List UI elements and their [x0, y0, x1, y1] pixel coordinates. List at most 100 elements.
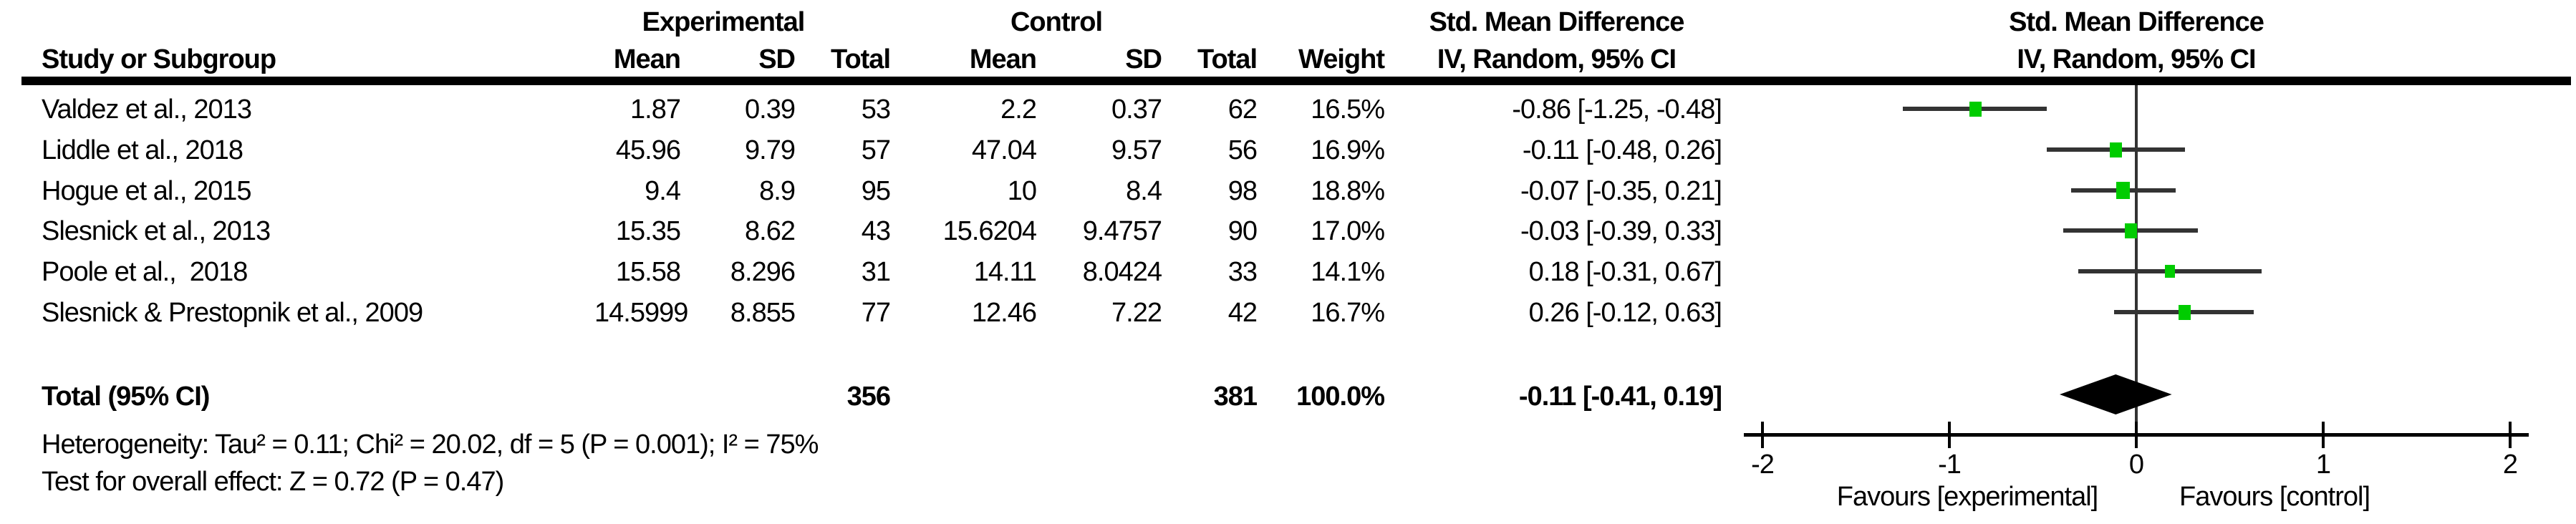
study-row: Liddle et al., 2018 45.96 9.79 57 47.04 … — [0, 135, 1726, 166]
ctl-mean: 2.2 — [1000, 94, 1037, 125]
header-exp-sd: SD — [758, 44, 796, 74]
ctl-sd: 0.37 — [1111, 94, 1162, 125]
study-point-estimate-marker — [2124, 223, 2137, 238]
header-row-columns: Study or Subgroup Mean SD Total Mean SD … — [0, 44, 2257, 75]
header-row-groups: Experimental Control Std. Mean Differenc… — [0, 6, 2264, 38]
study-name: Valdez et al., 2013 — [42, 94, 252, 125]
ctl-mean: 47.04 — [971, 135, 1037, 165]
exp-mean: 15.58 — [615, 257, 681, 287]
weight: 16.9% — [1311, 135, 1385, 165]
study-name: Liddle et al., 2018 — [42, 135, 243, 165]
ctl-mean: 10 — [1007, 176, 1037, 206]
total-ci-text: -0.11 [-0.41, 0.19] — [1518, 382, 1722, 412]
x-axis-tick — [2135, 422, 2138, 448]
study-point-estimate-marker — [1969, 101, 1982, 117]
header-study-or-subgroup: Study or Subgroup — [42, 44, 276, 74]
x-axis-tick-label: -1 — [1938, 450, 1962, 480]
x-axis-tick — [1948, 422, 1951, 448]
exp-sd: 0.39 — [745, 94, 796, 125]
study-name: Poole et al., 2018 — [42, 257, 248, 287]
study-row: Poole et al., 2018 15.58 8.296 31 14.11 … — [0, 256, 1726, 288]
exp-mean: 45.96 — [615, 135, 681, 165]
ctl-total: 90 — [1227, 216, 1258, 246]
exp-sd: 8.855 — [730, 298, 796, 328]
ci-text: -0.11 [-0.48, 0.26] — [1522, 135, 1722, 165]
x-axis-tick-label: 0 — [2128, 450, 2144, 480]
header-method: IV, Random, 95% CI — [1437, 44, 1677, 74]
ctl-mean: 12.46 — [971, 298, 1037, 328]
exp-sd: 8.9 — [759, 176, 796, 206]
ctl-sd: 8.0424 — [1082, 257, 1162, 287]
exp-sd: 8.62 — [745, 216, 796, 246]
weight: 16.5% — [1311, 94, 1385, 125]
ci-text: -0.07 [-0.35, 0.21] — [1520, 176, 1722, 206]
header-control: Control — [1010, 7, 1103, 37]
weight: 16.7% — [1311, 298, 1385, 328]
study-name: Hogue et al., 2015 — [42, 176, 252, 206]
study-row: Slesnick & Prestopnik et al., 2009 14.59… — [0, 297, 1726, 329]
header-effect-measure: Std. Mean Difference — [1429, 7, 1685, 37]
ctl-total: 56 — [1227, 135, 1258, 165]
x-axis-tick-label: -2 — [1751, 450, 1775, 480]
header-exp-total: Total — [831, 44, 891, 74]
ctl-sd: 7.22 — [1111, 298, 1162, 328]
exp-total: 43 — [861, 216, 891, 246]
study-point-estimate-marker — [2179, 304, 2191, 320]
header-divider-rule — [21, 77, 2571, 85]
header-exp-mean: Mean — [613, 44, 681, 74]
overall-effect-note: Test for overall effect: Z = 0.72 (P = 0… — [42, 467, 504, 497]
ctl-mean: 15.6204 — [942, 216, 1037, 246]
ci-text: 0.26 [-0.12, 0.63] — [1528, 298, 1722, 328]
exp-mean: 1.87 — [630, 94, 681, 125]
ctl-total: 62 — [1227, 94, 1258, 125]
ctl-total: 98 — [1227, 176, 1258, 206]
x-axis-tick-label: 2 — [2502, 450, 2518, 480]
weight: 17.0% — [1311, 216, 1385, 246]
header-ctl-sd: SD — [1125, 44, 1162, 74]
favours-experimental-label: Favours [experimental] — [1836, 482, 2099, 512]
exp-total: 77 — [861, 298, 891, 328]
study-point-estimate-marker — [2164, 265, 2175, 278]
ctl-mean: 14.11 — [973, 257, 1037, 287]
ctl-sd: 8.4 — [1126, 176, 1162, 206]
total-ctl-n: 381 — [1213, 382, 1258, 412]
total-weight: 100.0% — [1296, 382, 1385, 412]
x-axis-tick — [2509, 422, 2512, 448]
ci-text: 0.18 [-0.31, 0.67] — [1528, 257, 1722, 287]
study-row: Valdez et al., 2013 1.87 0.39 53 2.2 0.3… — [0, 94, 1726, 125]
total-exp-n: 356 — [846, 382, 891, 412]
exp-sd: 8.296 — [730, 257, 796, 287]
exp-total: 95 — [861, 176, 891, 206]
total-row: Total (95% CI) 356 381 100.0% -0.11 [-0.… — [0, 381, 1726, 412]
plot-header-method: IV, Random, 95% CI — [2017, 44, 2256, 74]
ctl-sd: 9.4757 — [1082, 216, 1162, 246]
heterogeneity-note: Heterogeneity: Tau² = 0.11; Chi² = 20.02… — [42, 430, 819, 460]
header-ctl-total: Total — [1197, 44, 1258, 74]
exp-sd: 9.79 — [745, 135, 796, 165]
study-name: Slesnick & Prestopnik et al., 2009 — [42, 298, 423, 328]
ctl-sd: 9.57 — [1111, 135, 1162, 165]
x-axis-tick — [1761, 422, 1764, 448]
exp-total: 31 — [861, 257, 891, 287]
x-axis-tick-label: 1 — [2315, 450, 2331, 480]
ci-text: -0.03 [-0.39, 0.33] — [1520, 216, 1722, 246]
study-name: Slesnick et al., 2013 — [42, 216, 271, 246]
zero-effect-line — [2135, 85, 2138, 435]
plot-header-effect-measure: Std. Mean Difference — [2009, 7, 2264, 37]
study-point-estimate-marker — [2116, 182, 2131, 199]
exp-total: 53 — [861, 94, 891, 125]
exp-total: 57 — [861, 135, 891, 165]
study-point-estimate-marker — [2109, 142, 2122, 157]
exp-mean: 14.5999 — [594, 298, 688, 328]
total-label: Total (95% CI) — [42, 382, 210, 412]
study-row: Slesnick et al., 2013 15.35 8.62 43 15.6… — [0, 215, 1726, 247]
weight: 18.8% — [1311, 176, 1385, 206]
x-axis-tick — [2322, 422, 2325, 448]
study-row: Hogue et al., 2015 9.4 8.9 95 10 8.4 98 … — [0, 175, 1726, 207]
ci-text: -0.86 [-1.25, -0.48] — [1512, 94, 1722, 125]
header-weight: Weight — [1298, 44, 1385, 74]
total-diamond — [2059, 374, 2172, 414]
header-experimental: Experimental — [642, 7, 806, 37]
